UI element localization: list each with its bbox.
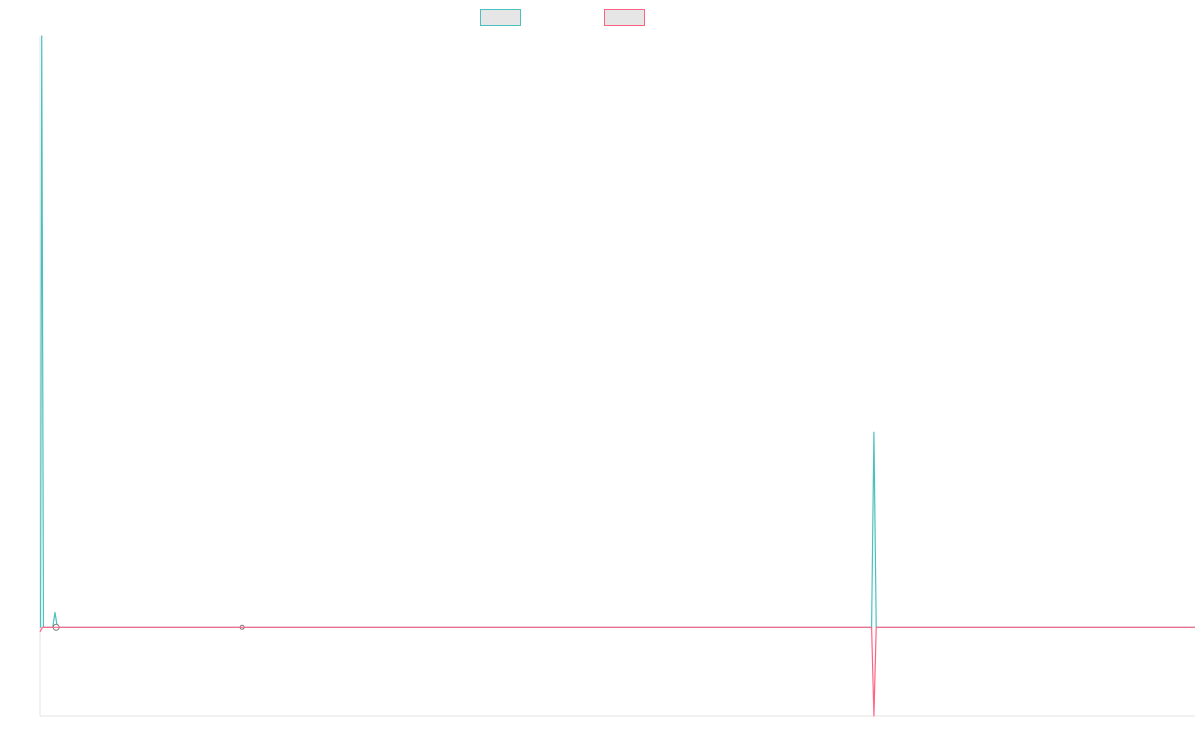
legend xyxy=(480,9,645,26)
legend-swatch-2 xyxy=(604,9,645,26)
series-layer xyxy=(39,35,1195,717)
series-line-2 xyxy=(39,626,1195,717)
legend-swatch-1 xyxy=(480,9,521,26)
series-line-1 xyxy=(39,35,1195,628)
axes xyxy=(39,36,1195,717)
